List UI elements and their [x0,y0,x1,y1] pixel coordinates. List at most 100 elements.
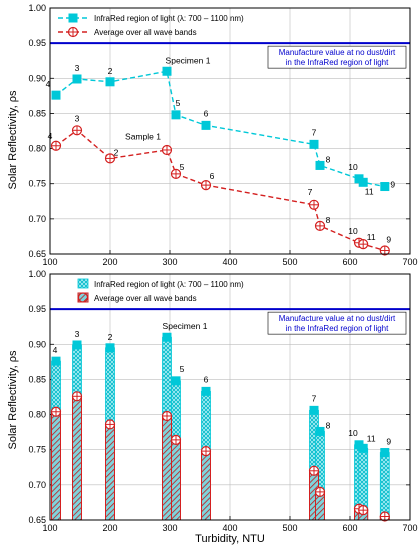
plot-frame [49,273,411,521]
ir-bar-cap [309,405,319,415]
legend-avg-marker [77,292,89,303]
ir-bar-cap [171,376,181,386]
ir-point [51,90,61,100]
group-label: Sample 1 [125,131,161,141]
reference-label-box [267,45,407,69]
ir-point-label: 5 [176,98,181,108]
legend-avg-label: Average over all wave bands [94,294,197,303]
y-axis-label-bottom: Solar Reflectivity, ρs [7,350,19,449]
y-tick-label: 0.70 [28,480,46,490]
bar-label: 2 [108,332,113,342]
bar-label: 3 [75,329,80,339]
ir-bar-cap [380,448,390,458]
x-tick-label: 300 [162,523,177,533]
bar-label: 4 [53,345,58,355]
x-tick-label: 600 [342,257,357,267]
y-tick-label: 1.00 [28,269,46,279]
y-tick-label: 0.70 [28,214,46,224]
ir-point-label: 8 [326,154,331,164]
bar-label: 5 [180,364,185,374]
ir-bar-cap [315,426,325,436]
y-tick-label: 0.85 [28,108,46,118]
y-tick-label: 0.75 [28,179,46,189]
reference-label-line2: in the InfraRed region of light [286,58,390,67]
ir-point [380,182,390,192]
avg-bar [162,415,172,521]
ir-bar-cap [105,343,115,353]
ir-point-label: 10 [348,162,358,172]
x-tick-label: 200 [102,523,117,533]
x-tick-label: 100 [42,257,57,267]
ir-bar-cap [201,386,211,396]
avg-point-label: 10 [348,226,358,236]
ir-point [162,66,172,76]
ir-bar-cap [51,356,61,366]
ir-bar-cap [162,332,172,342]
reference-label-line1: Manufacture value at no dust/dirt [279,314,396,323]
x-tick-label: 100 [42,523,57,533]
ir-bar-cap [72,340,82,350]
x-tick-label: 600 [342,523,357,533]
y-tick-label: 0.80 [28,144,46,154]
ir-point [105,77,115,87]
ir-bar-cap [358,443,368,453]
avg-bar [201,450,211,521]
avg-point-label: 8 [326,215,331,225]
y-tick-label: 0.95 [28,304,46,314]
group-label: Specimen 1 [166,56,211,66]
reference-label-line2: in the InfraRed region of light [286,324,390,333]
bar-label: 11 [367,433,376,443]
ir-point [309,139,319,149]
x-tick-label: 400 [222,257,237,267]
avg-bar [51,411,61,521]
y-tick-label: 0.75 [28,445,46,455]
x-tick-label: 200 [102,257,117,267]
reference-label-line1: Manufacture value at no dust/dirt [279,48,396,57]
ir-point [201,120,211,130]
bar-label: 8 [326,420,331,430]
y-tick-label: 0.65 [28,249,46,259]
ir-point [358,177,368,187]
group-label: Specimen 1 [163,321,208,331]
legend-ir-label: InfraRed region of light (λ: 700 – 1100 … [94,280,244,289]
ir-point [72,74,82,84]
y-tick-label: 0.80 [28,410,46,420]
avg-point-label: 5 [180,162,185,172]
y-axis-label-top: Solar Reflectivity, ρs [7,90,19,189]
x-tick-label: 500 [282,523,297,533]
ir-point-label: 11 [365,186,374,196]
bar-label: 9 [386,437,391,447]
avg-point-label: 11 [367,232,376,242]
ir-point-label: 4 [46,79,51,89]
top-line-chart: 100 200 300 400 500 600 700 0.65 0.70 0.75 0.80 0.8… [28,3,417,267]
avg-point-label: 9 [386,234,391,244]
avg-bar [105,423,115,521]
ir-point-label: 2 [108,66,113,76]
legend-ir-marker [68,13,78,23]
avg-bar [72,395,82,521]
ir-point-label: 6 [204,108,209,118]
ir-point-label: 3 [75,63,80,73]
avg-bar [171,439,181,521]
ir-point-label: 7 [312,127,317,137]
plot-frame [49,7,411,255]
y-tick-label: 0.65 [28,515,46,525]
x-tick-label: 500 [282,257,297,267]
x-axis-label: Turbidity, NTU [195,533,265,545]
x-tick-label: 300 [162,257,177,267]
ir-bar [379,452,390,521]
avg-point-label: 2 [114,147,119,157]
ir-point-label: 9 [390,180,395,190]
x-tick-label: 400 [222,523,237,533]
y-tick-label: 0.85 [28,374,46,384]
legend-ir-label: InfraRed region of light (λ: 700 – 1100 … [94,14,244,23]
x-tick-label: 700 [402,257,417,267]
x-tick-label: 700 [402,523,417,533]
y-tick-label: 1.00 [28,3,46,13]
reference-label-box [267,311,407,335]
bar-label: 6 [204,374,209,384]
y-tick-label: 0.90 [28,339,46,349]
bar-label: 7 [312,393,317,403]
avg-point-label: 6 [210,171,215,181]
